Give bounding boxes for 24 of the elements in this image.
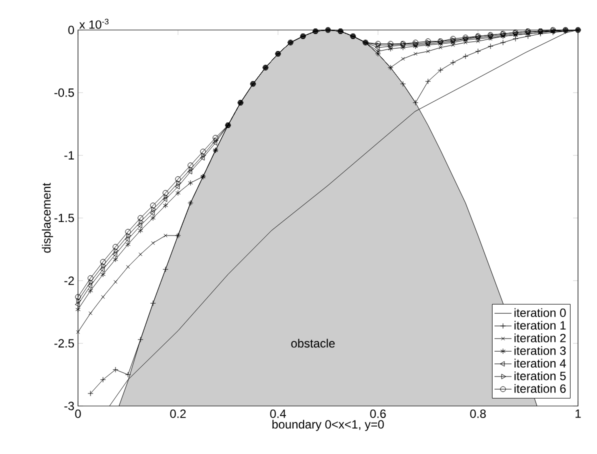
legend-label: iteration 2 [514,334,566,342]
legend-label: iteration 3 [514,346,566,355]
text: x 10$^{-3}$ [79,18,109,29]
x-tick-label: 0 [75,410,81,418]
y-tick-label: -3 [64,402,74,410]
x-tick-label: 0.2 [170,410,186,418]
x-tick-label: 0.6 [370,410,386,418]
x-tick-label: 0.4 [270,410,286,418]
y-axis-title: displacement [42,182,54,253]
legend-label: iteration 4 [514,358,566,368]
legend-label: iteration 6 [514,384,566,393]
x-tick-label: 1 [576,410,581,418]
y-tick-label: -2.5 [54,339,74,348]
y-tick-label: -1 [64,151,74,160]
annotation: obstacle [291,338,335,348]
legend-label: iteration 5 [514,371,566,380]
y-tick-label: -0.5 [54,88,74,97]
x-axis-title: boundary 0<x<1, y=0 [272,420,384,431]
y-tick-label: 0 [68,26,74,34]
legend-label: iteration 1 [514,320,566,330]
x-tick-label: 0.8 [470,410,486,418]
legend-label: iteration 0 [514,308,566,317]
y-tick-label: -1.5 [54,214,74,222]
y-tick-label: -2 [64,276,74,285]
